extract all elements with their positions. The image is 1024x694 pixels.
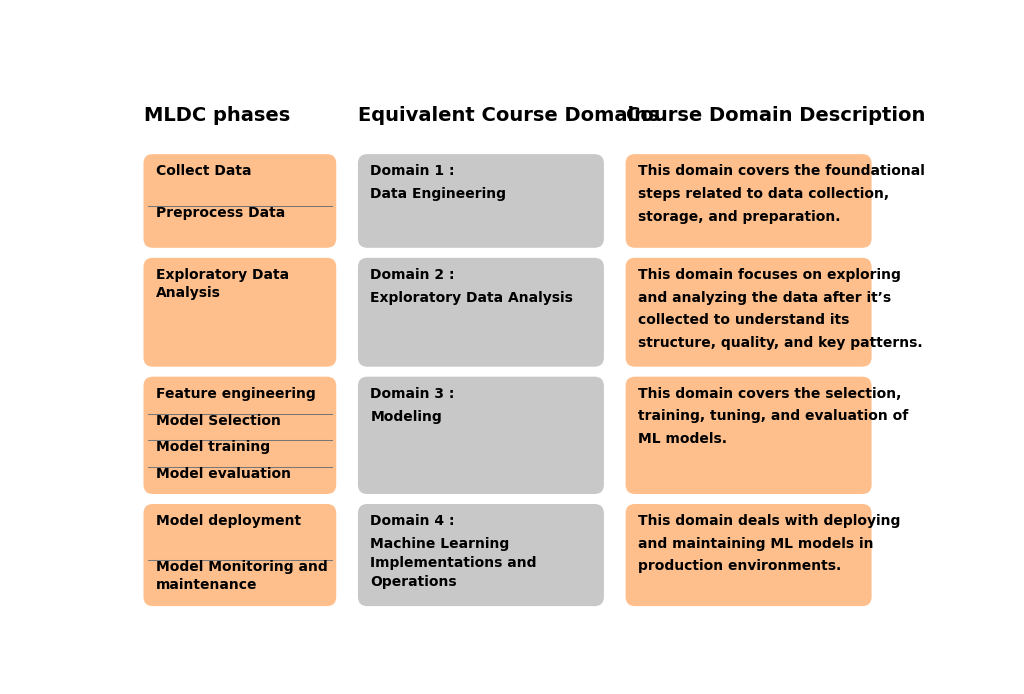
Text: training, tuning, and evaluation of: training, tuning, and evaluation of — [638, 409, 908, 423]
Text: MLDC phases: MLDC phases — [143, 106, 290, 126]
Text: ML models.: ML models. — [638, 432, 727, 446]
Text: Domain 3 :: Domain 3 : — [371, 387, 455, 400]
Text: Model evaluation: Model evaluation — [156, 467, 291, 481]
FancyBboxPatch shape — [626, 257, 871, 366]
FancyBboxPatch shape — [626, 154, 871, 248]
Text: Feature engineering: Feature engineering — [156, 387, 315, 400]
Text: Model training: Model training — [156, 440, 270, 455]
Text: This domain covers the foundational: This domain covers the foundational — [638, 164, 925, 178]
Text: Data Engineering: Data Engineering — [371, 187, 506, 201]
Text: production environments.: production environments. — [638, 559, 842, 573]
Text: Exploratory Data
Analysis: Exploratory Data Analysis — [156, 268, 289, 300]
Text: Model Selection: Model Selection — [156, 414, 281, 428]
Text: Exploratory Data Analysis: Exploratory Data Analysis — [371, 291, 573, 305]
Text: Model deployment: Model deployment — [156, 514, 301, 528]
Text: Modeling: Modeling — [371, 409, 442, 424]
Text: Machine Learning
Implementations and
Operations: Machine Learning Implementations and Ope… — [371, 537, 537, 589]
FancyBboxPatch shape — [358, 154, 604, 248]
FancyBboxPatch shape — [358, 377, 604, 494]
FancyBboxPatch shape — [143, 257, 336, 366]
Text: Domain 1 :: Domain 1 : — [371, 164, 455, 178]
FancyBboxPatch shape — [626, 377, 871, 494]
Text: and maintaining ML models in: and maintaining ML models in — [638, 536, 873, 551]
Text: Course Domain Description: Course Domain Description — [626, 106, 925, 126]
Text: Preprocess Data: Preprocess Data — [156, 206, 285, 220]
Text: Domain 4 :: Domain 4 : — [371, 514, 455, 528]
FancyBboxPatch shape — [143, 377, 336, 494]
Text: Model Monitoring and
maintenance: Model Monitoring and maintenance — [156, 560, 328, 592]
Text: Domain 2 :: Domain 2 : — [371, 268, 455, 282]
Text: collected to understand its: collected to understand its — [638, 313, 849, 328]
Text: storage, and preparation.: storage, and preparation. — [638, 210, 841, 223]
Text: and analyzing the data after it’s: and analyzing the data after it’s — [638, 291, 891, 305]
Text: Collect Data: Collect Data — [156, 164, 252, 178]
Text: This domain focuses on exploring: This domain focuses on exploring — [638, 268, 901, 282]
Text: steps related to data collection,: steps related to data collection, — [638, 187, 889, 201]
FancyBboxPatch shape — [358, 504, 604, 606]
FancyBboxPatch shape — [143, 154, 336, 248]
Text: Equivalent Course Domains: Equivalent Course Domains — [358, 106, 659, 126]
Text: This domain covers the selection,: This domain covers the selection, — [638, 387, 901, 400]
FancyBboxPatch shape — [358, 257, 604, 366]
FancyBboxPatch shape — [143, 504, 336, 606]
Text: This domain deals with deploying: This domain deals with deploying — [638, 514, 900, 528]
FancyBboxPatch shape — [626, 504, 871, 606]
Text: structure, quality, and key patterns.: structure, quality, and key patterns. — [638, 336, 923, 350]
